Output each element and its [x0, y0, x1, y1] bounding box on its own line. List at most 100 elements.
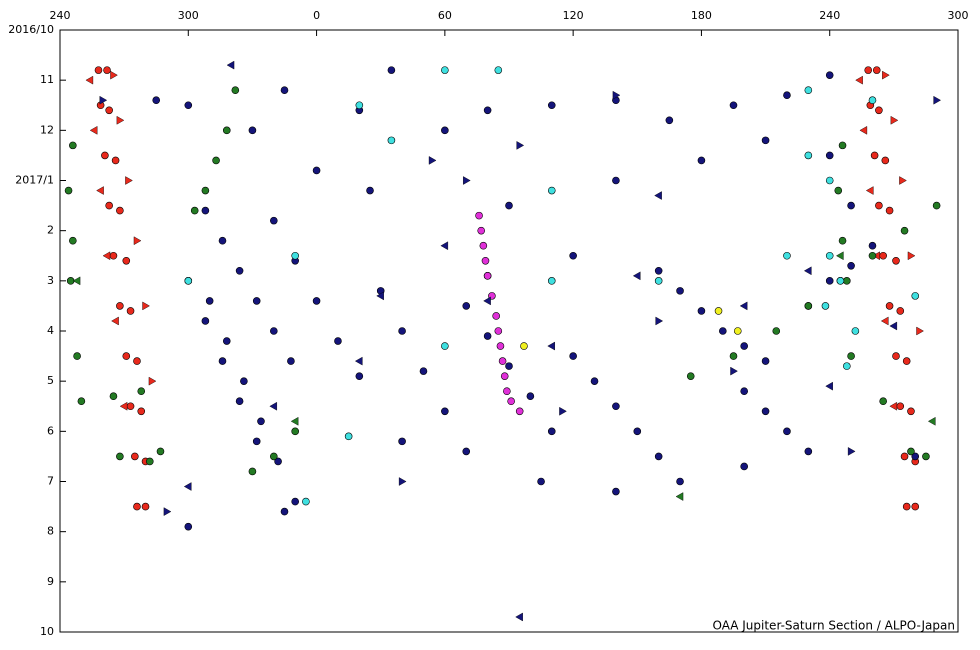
point	[612, 402, 620, 411]
x-tick-label: 0	[313, 9, 320, 22]
triangle-point	[99, 95, 108, 105]
triangle-point	[440, 241, 449, 251]
x-tick-label: 240	[819, 9, 840, 22]
triangle-point	[102, 251, 111, 261]
point	[761, 407, 770, 416]
point	[729, 101, 738, 110]
triangle-point	[463, 176, 471, 185]
triangle-point	[72, 276, 81, 286]
y-tick-label: 2	[47, 224, 54, 237]
point	[240, 377, 248, 385]
point	[441, 407, 449, 416]
triangle-point	[269, 401, 278, 411]
point	[312, 297, 321, 305]
point	[825, 251, 834, 260]
point	[109, 392, 118, 401]
point	[222, 337, 231, 345]
point	[116, 452, 124, 461]
triangle-point	[96, 186, 104, 195]
point	[116, 206, 124, 215]
triangle-point	[847, 447, 856, 456]
point	[783, 91, 791, 100]
point	[481, 256, 490, 265]
triangle-point	[655, 316, 664, 326]
point	[387, 136, 396, 145]
triangle-point	[354, 356, 363, 366]
point	[109, 251, 118, 260]
point	[235, 266, 244, 275]
point	[665, 116, 674, 125]
point	[697, 156, 706, 165]
point	[932, 201, 941, 210]
point	[312, 166, 321, 175]
point	[868, 96, 877, 105]
point	[902, 502, 911, 511]
point	[69, 236, 77, 245]
point	[526, 392, 535, 401]
triangle-point	[116, 115, 125, 125]
point	[201, 186, 210, 195]
point	[73, 352, 81, 360]
triangle-point	[859, 125, 868, 135]
triangle-point	[226, 60, 235, 70]
point	[218, 357, 227, 365]
triangle-point	[148, 376, 157, 386]
triangle-point	[290, 416, 299, 426]
point	[398, 437, 406, 446]
triangle-point	[125, 176, 133, 185]
point	[496, 342, 505, 350]
triangle-point	[376, 291, 384, 301]
triangle-point	[675, 492, 684, 501]
annotation: OAA Jupiter-Saturn Section / ALPO-Japan	[712, 619, 955, 633]
point	[821, 302, 830, 310]
point	[847, 352, 855, 360]
triangle-point	[825, 381, 833, 391]
point	[287, 357, 295, 365]
point	[714, 307, 723, 315]
triangle-point	[428, 156, 437, 165]
point	[870, 151, 879, 160]
point	[907, 407, 915, 416]
triangle-point	[803, 266, 812, 276]
triangle-point	[547, 341, 555, 351]
point	[783, 427, 791, 436]
point	[483, 106, 492, 115]
y-tick-label: 4	[47, 324, 54, 337]
triangle-point	[882, 70, 890, 80]
point	[676, 477, 684, 486]
y-tick-label: 10	[40, 625, 54, 638]
point	[270, 216, 278, 225]
triangle-point	[133, 236, 142, 246]
point	[137, 387, 146, 396]
point	[355, 101, 364, 110]
point	[190, 206, 199, 215]
point	[719, 327, 727, 335]
point	[505, 201, 513, 210]
point	[498, 357, 507, 365]
point	[483, 272, 492, 280]
point	[479, 241, 488, 250]
point	[804, 151, 813, 160]
y-tick-label: 7	[47, 475, 54, 488]
point	[105, 201, 113, 210]
triangle-point	[89, 125, 98, 135]
point	[892, 256, 900, 265]
point	[270, 327, 278, 335]
point	[911, 502, 920, 511]
point	[248, 126, 257, 135]
point	[334, 337, 342, 345]
point	[838, 236, 847, 245]
point	[441, 66, 449, 74]
point	[537, 477, 545, 486]
point	[761, 136, 770, 145]
point	[101, 151, 109, 160]
y-tick-label: 11	[40, 73, 54, 86]
triangle-point	[933, 95, 942, 105]
point	[105, 106, 113, 115]
point	[291, 251, 299, 260]
point	[825, 176, 834, 185]
point	[184, 277, 193, 285]
point	[885, 302, 894, 310]
